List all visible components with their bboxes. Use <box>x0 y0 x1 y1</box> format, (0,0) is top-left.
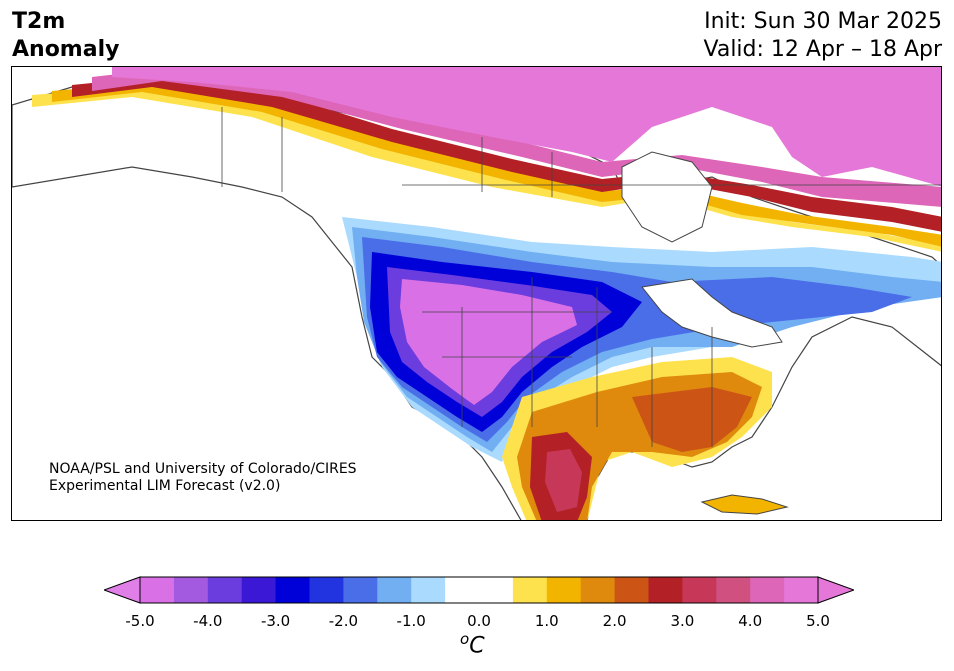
political-borders <box>221 107 941 447</box>
warm-band-outer <box>32 87 941 252</box>
colorbar-segment <box>614 577 649 603</box>
colorbar-tick-label: -1.0 <box>396 612 426 630</box>
colorbar-border <box>139 576 819 604</box>
colorbar-segment <box>580 577 616 603</box>
colorbar-segment <box>140 577 175 603</box>
arctic-warm-region <box>112 67 941 187</box>
colorbar <box>102 576 856 616</box>
colorbar-segment <box>750 577 785 603</box>
colorbar-svg <box>102 576 856 604</box>
hudson-bay <box>621 151 713 243</box>
forecast-dates: Init: Sun 30 Mar 2025 Valid: 12 Apr – 18… <box>704 8 943 64</box>
great-lakes <box>641 278 783 348</box>
anomaly-map <box>12 67 941 520</box>
warm-band-orange <box>52 83 941 247</box>
valid-date: Valid: 12 Apr – 18 Apr <box>703 37 943 62</box>
colorbar-ticks: -5.0 -4.0 -3.0 -2.0 -1.0 0.0 1.0 2.0 3.0 4.0 5.0 <box>0 612 954 632</box>
colorbar-extend-high <box>817 576 856 604</box>
title-line-1: T2m <box>12 9 66 34</box>
cuba <box>700 494 789 515</box>
colorbar-tick-label: 2.0 <box>602 612 627 630</box>
colorbar-tick-label: 3.0 <box>670 612 695 630</box>
colorbar-segment <box>207 577 243 603</box>
cold-core-purple <box>400 279 577 405</box>
colorbar-tick-label: 1.0 <box>534 612 559 630</box>
warm-texas-magenta <box>545 449 582 512</box>
credit-line-1: NOAA/PSL and University of Colorado/CIRE… <box>49 461 357 477</box>
colorbar-tick-label: -2.0 <box>328 612 359 630</box>
colorbar-segment <box>343 577 378 603</box>
colorbar-segment <box>173 577 209 603</box>
colorbar-segment <box>648 577 683 603</box>
colorbar-segment <box>377 577 412 603</box>
colorbar-segment <box>241 577 277 603</box>
data-credit: NOAA/PSL and University of Colorado/CIRE… <box>49 461 357 495</box>
colorbar-tick-label: 4.0 <box>738 612 763 630</box>
colorbar-tick-label: -4.0 <box>193 612 223 630</box>
colorbar-segment <box>275 577 310 603</box>
colorbar-tick-label: -3.0 <box>260 612 291 630</box>
unit-superscript: o <box>460 630 470 648</box>
colorbar-segment <box>445 577 480 603</box>
map-panel <box>11 66 942 521</box>
warm-band-magenta <box>92 69 941 207</box>
colorbar-segment <box>546 577 582 603</box>
colorbar-segment <box>512 577 548 603</box>
map-title: T2m Anomaly <box>12 8 119 64</box>
colorbar-segment <box>716 577 751 603</box>
colorbar-tick-label: 5.0 <box>806 612 830 630</box>
colorbar-unit: oC <box>460 630 485 658</box>
warm-southeast-red <box>632 387 752 452</box>
colorbar-segment <box>784 577 819 603</box>
colorbar-segment <box>479 577 514 603</box>
warm-band-red <box>72 77 941 232</box>
credit-line-2: Experimental LIM Forecast (v2.0) <box>49 478 281 494</box>
colorbar-tick-label: -5.0 <box>125 612 155 630</box>
colorbar-segment <box>309 577 344 603</box>
colorbar-segment <box>682 577 717 603</box>
init-date: Init: Sun 30 Mar 2025 <box>704 9 942 34</box>
colorbar-extend-low <box>102 576 141 604</box>
title-line-2: Anomaly <box>12 37 120 62</box>
colorbar-tick-label: 0.0 <box>467 612 491 630</box>
colorbar-segment <box>411 577 446 603</box>
unit-label: C <box>469 633 485 659</box>
